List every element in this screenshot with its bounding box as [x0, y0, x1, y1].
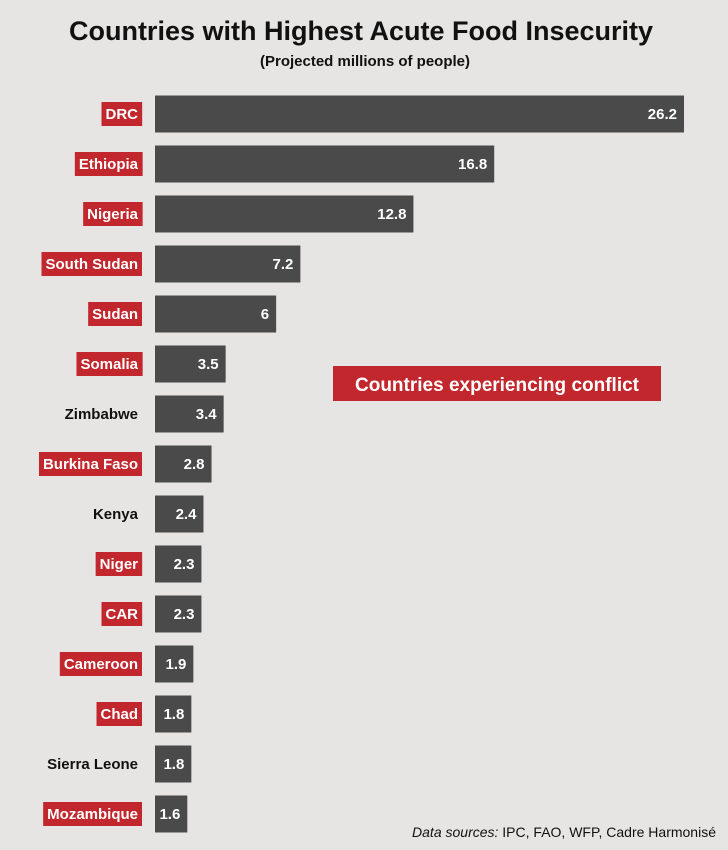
bar-row-burkina-faso: 2.8 Burkina Faso [38, 445, 212, 483]
value-label-sierra-leone: 1.8 [163, 756, 184, 773]
bar-mozambique [155, 795, 188, 833]
bar-row-ethiopia: 16.8 Ethiopia [74, 145, 495, 183]
bar-row-somalia: 3.5 Somalia [76, 345, 226, 383]
bar-row-zimbabwe: 3.4 Zimbabwe [65, 395, 224, 433]
conflict-highlight-drc [101, 102, 143, 126]
category-label-south-sudan: South Sudan [46, 256, 139, 273]
bar-zimbabwe [155, 395, 224, 433]
bar-nigeria [155, 195, 414, 233]
bar-sudan [155, 295, 277, 333]
category-label-sierra-leone: Sierra Leone [47, 756, 138, 773]
category-label-nigeria: Nigeria [87, 206, 139, 223]
bar-row-south-sudan: 7.2 South Sudan [41, 245, 301, 283]
value-label-sudan: 6 [261, 306, 269, 323]
value-label-car: 2.3 [174, 606, 195, 623]
conflict-highlight-chad [96, 702, 142, 726]
bar-burkina-faso [155, 445, 212, 483]
legend: Countries experiencing conflict [333, 366, 661, 401]
bar-drc [155, 95, 684, 133]
bar-kenya [155, 495, 204, 533]
conflict-highlight-nigeria [83, 202, 143, 226]
bar-row-niger: 2.3 Niger [95, 545, 202, 583]
category-label-drc: DRC [106, 106, 139, 123]
bar-ethiopia [155, 145, 495, 183]
chart-title: Countries with Highest Acute Food Insecu… [69, 16, 653, 46]
value-label-burkina-faso: 2.8 [184, 456, 205, 473]
bar-sierra-leone [155, 745, 192, 783]
data-source: Data sources: IPC, FAO, WFP, Cadre Harmo… [412, 824, 716, 840]
bars-layer: 26.2 DRC 16.8 Ethiopia 12.8 Nigeria 7.2 South S… [38, 95, 684, 833]
value-label-zimbabwe: 3.4 [196, 406, 218, 423]
category-label-mozambique: Mozambique [47, 806, 138, 823]
conflict-highlight-mozambique [43, 802, 142, 826]
data-source-text: IPC, FAO, WFP, Cadre Harmonisé [498, 824, 716, 840]
value-label-niger: 2.3 [174, 556, 195, 573]
bar-car [155, 595, 202, 633]
bar-row-mozambique: 1.6 Mozambique [43, 795, 188, 833]
category-label-niger: Niger [100, 556, 139, 573]
category-label-somalia: Somalia [80, 356, 138, 373]
bar-row-car: 2.3 CAR [101, 595, 202, 633]
chart-subtitle: (Projected millions of people) [260, 53, 470, 70]
bar-row-kenya: 2.4 Kenya [93, 495, 204, 533]
legend-swatch [333, 366, 661, 401]
bar-south-sudan [155, 245, 301, 283]
conflict-highlight-somalia [76, 352, 143, 376]
conflict-highlight-sudan [88, 302, 142, 326]
bar-row-nigeria: 12.8 Nigeria [83, 195, 414, 233]
value-label-nigeria: 12.8 [377, 206, 406, 223]
conflict-highlight-niger [95, 552, 143, 576]
category-label-chad: Chad [101, 706, 139, 723]
bar-row-sierra-leone: 1.8 Sierra Leone [47, 745, 192, 783]
category-label-car: CAR [106, 606, 139, 623]
data-source-prefix: Data sources: [412, 824, 498, 840]
bar-row-cameroon: 1.9 Cameroon [59, 645, 194, 683]
category-label-burkina-faso: Burkina Faso [43, 456, 138, 473]
bar-cameroon [155, 645, 194, 683]
value-label-ethiopia: 16.8 [458, 156, 487, 173]
conflict-highlight-south-sudan [41, 252, 142, 276]
bar-row-sudan: 6 Sudan [88, 295, 277, 333]
category-label-cameroon: Cameroon [64, 656, 138, 673]
bar-row-drc: 26.2 DRC [101, 95, 684, 133]
value-label-south-sudan: 7.2 [273, 256, 294, 273]
category-label-kenya: Kenya [93, 506, 139, 523]
value-label-mozambique: 1.6 [159, 806, 180, 823]
bar-chad [155, 695, 192, 733]
legend-label: Countries experiencing conflict [355, 375, 640, 396]
value-label-chad: 1.8 [163, 706, 184, 723]
bar-niger [155, 545, 202, 583]
value-label-kenya: 2.4 [176, 506, 198, 523]
conflict-highlight-car [101, 602, 143, 626]
value-label-somalia: 3.5 [198, 356, 219, 373]
category-label-ethiopia: Ethiopia [79, 156, 139, 173]
bar-somalia [155, 345, 226, 383]
value-label-cameroon: 1.9 [166, 656, 187, 673]
conflict-highlight-ethiopia [74, 152, 143, 176]
conflict-highlight-cameroon [59, 652, 142, 676]
category-label-sudan: Sudan [92, 306, 138, 323]
bar-row-chad: 1.8 Chad [96, 695, 192, 733]
conflict-highlight-burkina-faso [38, 452, 142, 476]
value-label-drc: 26.2 [648, 106, 677, 123]
category-label-zimbabwe: Zimbabwe [65, 406, 138, 423]
